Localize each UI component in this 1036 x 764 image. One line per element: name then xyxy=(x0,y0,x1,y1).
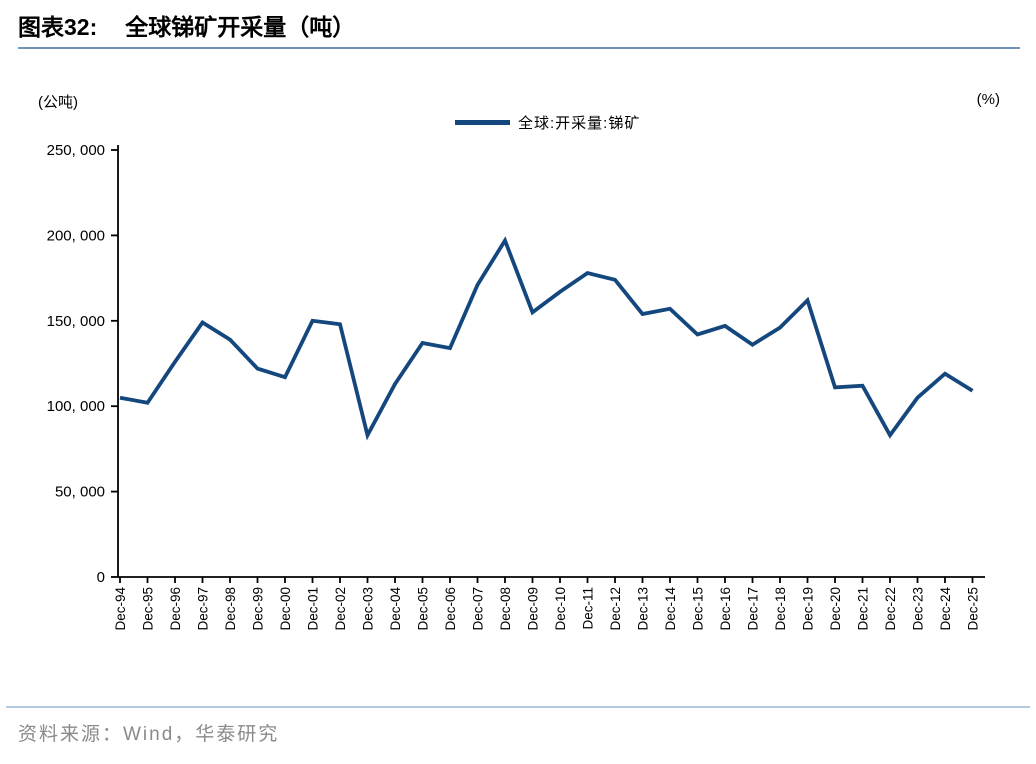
x-tick-label: Dec-10 xyxy=(553,587,568,631)
x-tick-label: Dec-21 xyxy=(856,587,871,631)
title-divider xyxy=(18,47,1020,49)
x-tick-label: Dec-13 xyxy=(636,587,651,631)
y-tick-label: 0 xyxy=(97,569,105,586)
figure-title: 全球锑矿开采量（吨） xyxy=(125,14,356,40)
chart-canvas: 0 50, 000 100, 000 150, 000 200, 000 250, 000… xyxy=(47,142,985,631)
x-tick-label: Dec-23 xyxy=(911,587,926,631)
x-tick-label: Dec-09 xyxy=(526,587,541,631)
left-axis-unit-label: (公吨) xyxy=(38,94,78,111)
x-tick-label: Dec-08 xyxy=(498,587,513,631)
figure-title-row: 图表32: 全球锑矿开采量（吨） xyxy=(18,8,1020,42)
x-tick-label: Dec-25 xyxy=(966,587,981,631)
legend-series-label: 全球:开采量:锑矿 xyxy=(518,115,641,132)
right-axis-unit-label: (%) xyxy=(976,91,1000,108)
x-tick-label: Dec-17 xyxy=(746,587,761,631)
legend-line-swatch-icon xyxy=(455,120,510,125)
x-tick-label: Dec-19 xyxy=(801,587,816,631)
source-attribution: 资料来源：Wind，华泰研究 xyxy=(18,724,280,745)
y-tick-label: 150, 000 xyxy=(47,313,105,330)
x-tick-label: Dec-14 xyxy=(663,587,678,631)
x-tick-label: Dec-01 xyxy=(306,587,321,631)
x-tick-label: Dec-02 xyxy=(333,587,348,631)
x-tick-label: Dec-99 xyxy=(251,587,266,631)
x-tick-label: Dec-12 xyxy=(608,587,623,631)
x-tick-label: Dec-18 xyxy=(773,587,788,631)
x-tick-label: Dec-22 xyxy=(883,587,898,631)
x-axis-ticks: Dec-94 Dec-95 Dec-96 Dec-97 Dec-98 Dec-99 Dec-… xyxy=(113,577,981,631)
x-tick-label: Dec-06 xyxy=(443,587,458,631)
y-axis-ticks: 0 50, 000 100, 000 150, 000 200, 000 250, 000 xyxy=(47,142,118,586)
x-tick-label: Dec-11 xyxy=(581,587,596,630)
x-tick-label: Dec-96 xyxy=(168,587,183,631)
x-tick-label: Dec-97 xyxy=(196,587,211,631)
figure-number-label: 图表32: xyxy=(18,14,98,40)
x-tick-label: Dec-94 xyxy=(113,587,128,631)
source-divider xyxy=(6,706,1030,708)
x-tick-label: Dec-16 xyxy=(718,587,733,631)
y-tick-label: 50, 000 xyxy=(55,484,105,501)
x-tick-label: Dec-20 xyxy=(828,587,843,631)
x-tick-label: Dec-00 xyxy=(278,587,293,631)
x-tick-label: Dec-04 xyxy=(388,587,403,631)
y-tick-label: 200, 000 xyxy=(47,227,105,244)
x-tick-label: Dec-95 xyxy=(141,587,156,631)
x-tick-label: Dec-05 xyxy=(416,587,431,631)
y-tick-label: 100, 000 xyxy=(47,398,105,415)
x-tick-label: Dec-07 xyxy=(471,587,486,631)
series-line xyxy=(119,236,974,441)
x-tick-label: Dec-03 xyxy=(361,587,376,631)
x-tick-label: Dec-15 xyxy=(691,587,706,631)
axes xyxy=(117,145,985,578)
chart-legend: 全球:开采量:锑矿 xyxy=(455,112,640,133)
x-tick-label: Dec-98 xyxy=(223,587,238,631)
y-tick-label: 250, 000 xyxy=(47,142,105,159)
x-tick-label: Dec-24 xyxy=(938,587,953,631)
